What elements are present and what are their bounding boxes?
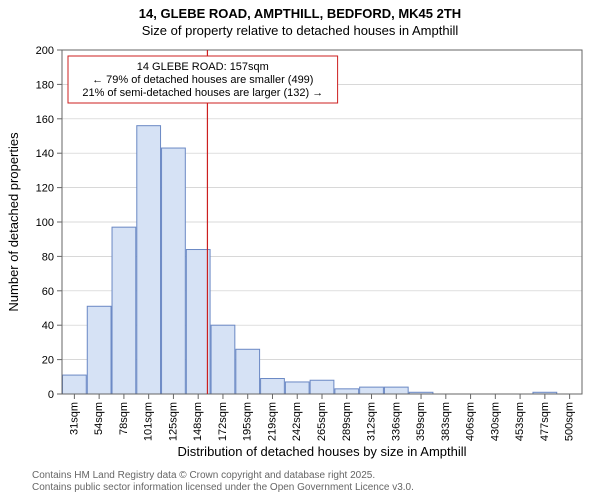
histogram-bar [335, 389, 359, 394]
histogram-bar [162, 148, 186, 394]
histogram-bar [211, 325, 235, 394]
annotation-line: ← 79% of detached houses are smaller (49… [92, 74, 313, 86]
svg-text:80: 80 [42, 251, 54, 263]
footer-credit-2: Contains public sector information licen… [0, 482, 600, 494]
svg-text:101sqm: 101sqm [143, 402, 155, 441]
svg-text:54sqm: 54sqm [93, 402, 105, 435]
svg-text:148sqm: 148sqm [192, 402, 204, 441]
svg-text:195sqm: 195sqm [242, 402, 254, 441]
svg-text:383sqm: 383sqm [440, 402, 452, 441]
page-title: 14, GLEBE ROAD, AMPTHILL, BEDFORD, MK45 … [0, 0, 600, 23]
histogram-bar [63, 375, 87, 394]
histogram-bar [112, 227, 136, 394]
histogram-bar [186, 249, 210, 393]
svg-text:265sqm: 265sqm [316, 402, 328, 441]
svg-text:200: 200 [36, 45, 54, 57]
histogram-bar [285, 382, 309, 394]
histogram-bar [261, 378, 285, 393]
svg-text:Distribution of detached house: Distribution of detached houses by size … [177, 444, 466, 459]
svg-text:100: 100 [36, 217, 54, 229]
histogram-bar [384, 387, 408, 394]
page-subtitle: Size of property relative to detached ho… [0, 23, 600, 40]
svg-text:312sqm: 312sqm [366, 402, 378, 441]
svg-text:430sqm: 430sqm [489, 402, 501, 441]
svg-text:160: 160 [36, 114, 54, 126]
svg-text:172sqm: 172sqm [217, 402, 229, 441]
svg-text:453sqm: 453sqm [514, 402, 526, 441]
histogram-bar [236, 349, 260, 394]
svg-text:219sqm: 219sqm [266, 402, 278, 441]
svg-text:359sqm: 359sqm [415, 402, 427, 441]
histogram-chart: 0 20 40 60 80 100 120 140 160 180 200 Number of det… [0, 40, 600, 470]
histogram-bar [310, 380, 334, 394]
histogram-bar [137, 125, 161, 393]
svg-text:125sqm: 125sqm [167, 402, 179, 441]
svg-text:336sqm: 336sqm [390, 402, 402, 441]
svg-text:180: 180 [36, 79, 54, 91]
svg-text:31sqm: 31sqm [68, 402, 80, 435]
svg-text:Number of detached properties: Number of detached properties [6, 132, 21, 312]
histogram-bar [360, 387, 384, 394]
svg-text:406sqm: 406sqm [465, 402, 477, 441]
annotation-line: 21% of semi-detached houses are larger (… [82, 87, 323, 99]
svg-text:60: 60 [42, 286, 54, 298]
svg-text:120: 120 [36, 182, 54, 194]
svg-text:242sqm: 242sqm [291, 402, 303, 441]
svg-text:0: 0 [48, 389, 54, 401]
footer-credit-1: Contains HM Land Registry data © Crown c… [0, 470, 600, 482]
svg-text:477sqm: 477sqm [539, 402, 551, 441]
svg-text:140: 140 [36, 148, 54, 160]
histogram-bar [87, 306, 111, 394]
svg-text:20: 20 [42, 354, 54, 366]
svg-text:78sqm: 78sqm [118, 402, 130, 435]
svg-text:40: 40 [42, 320, 54, 332]
svg-text:500sqm: 500sqm [564, 402, 576, 441]
svg-text:289sqm: 289sqm [341, 402, 353, 441]
annotation-line: 14 GLEBE ROAD: 157sqm [137, 61, 269, 73]
